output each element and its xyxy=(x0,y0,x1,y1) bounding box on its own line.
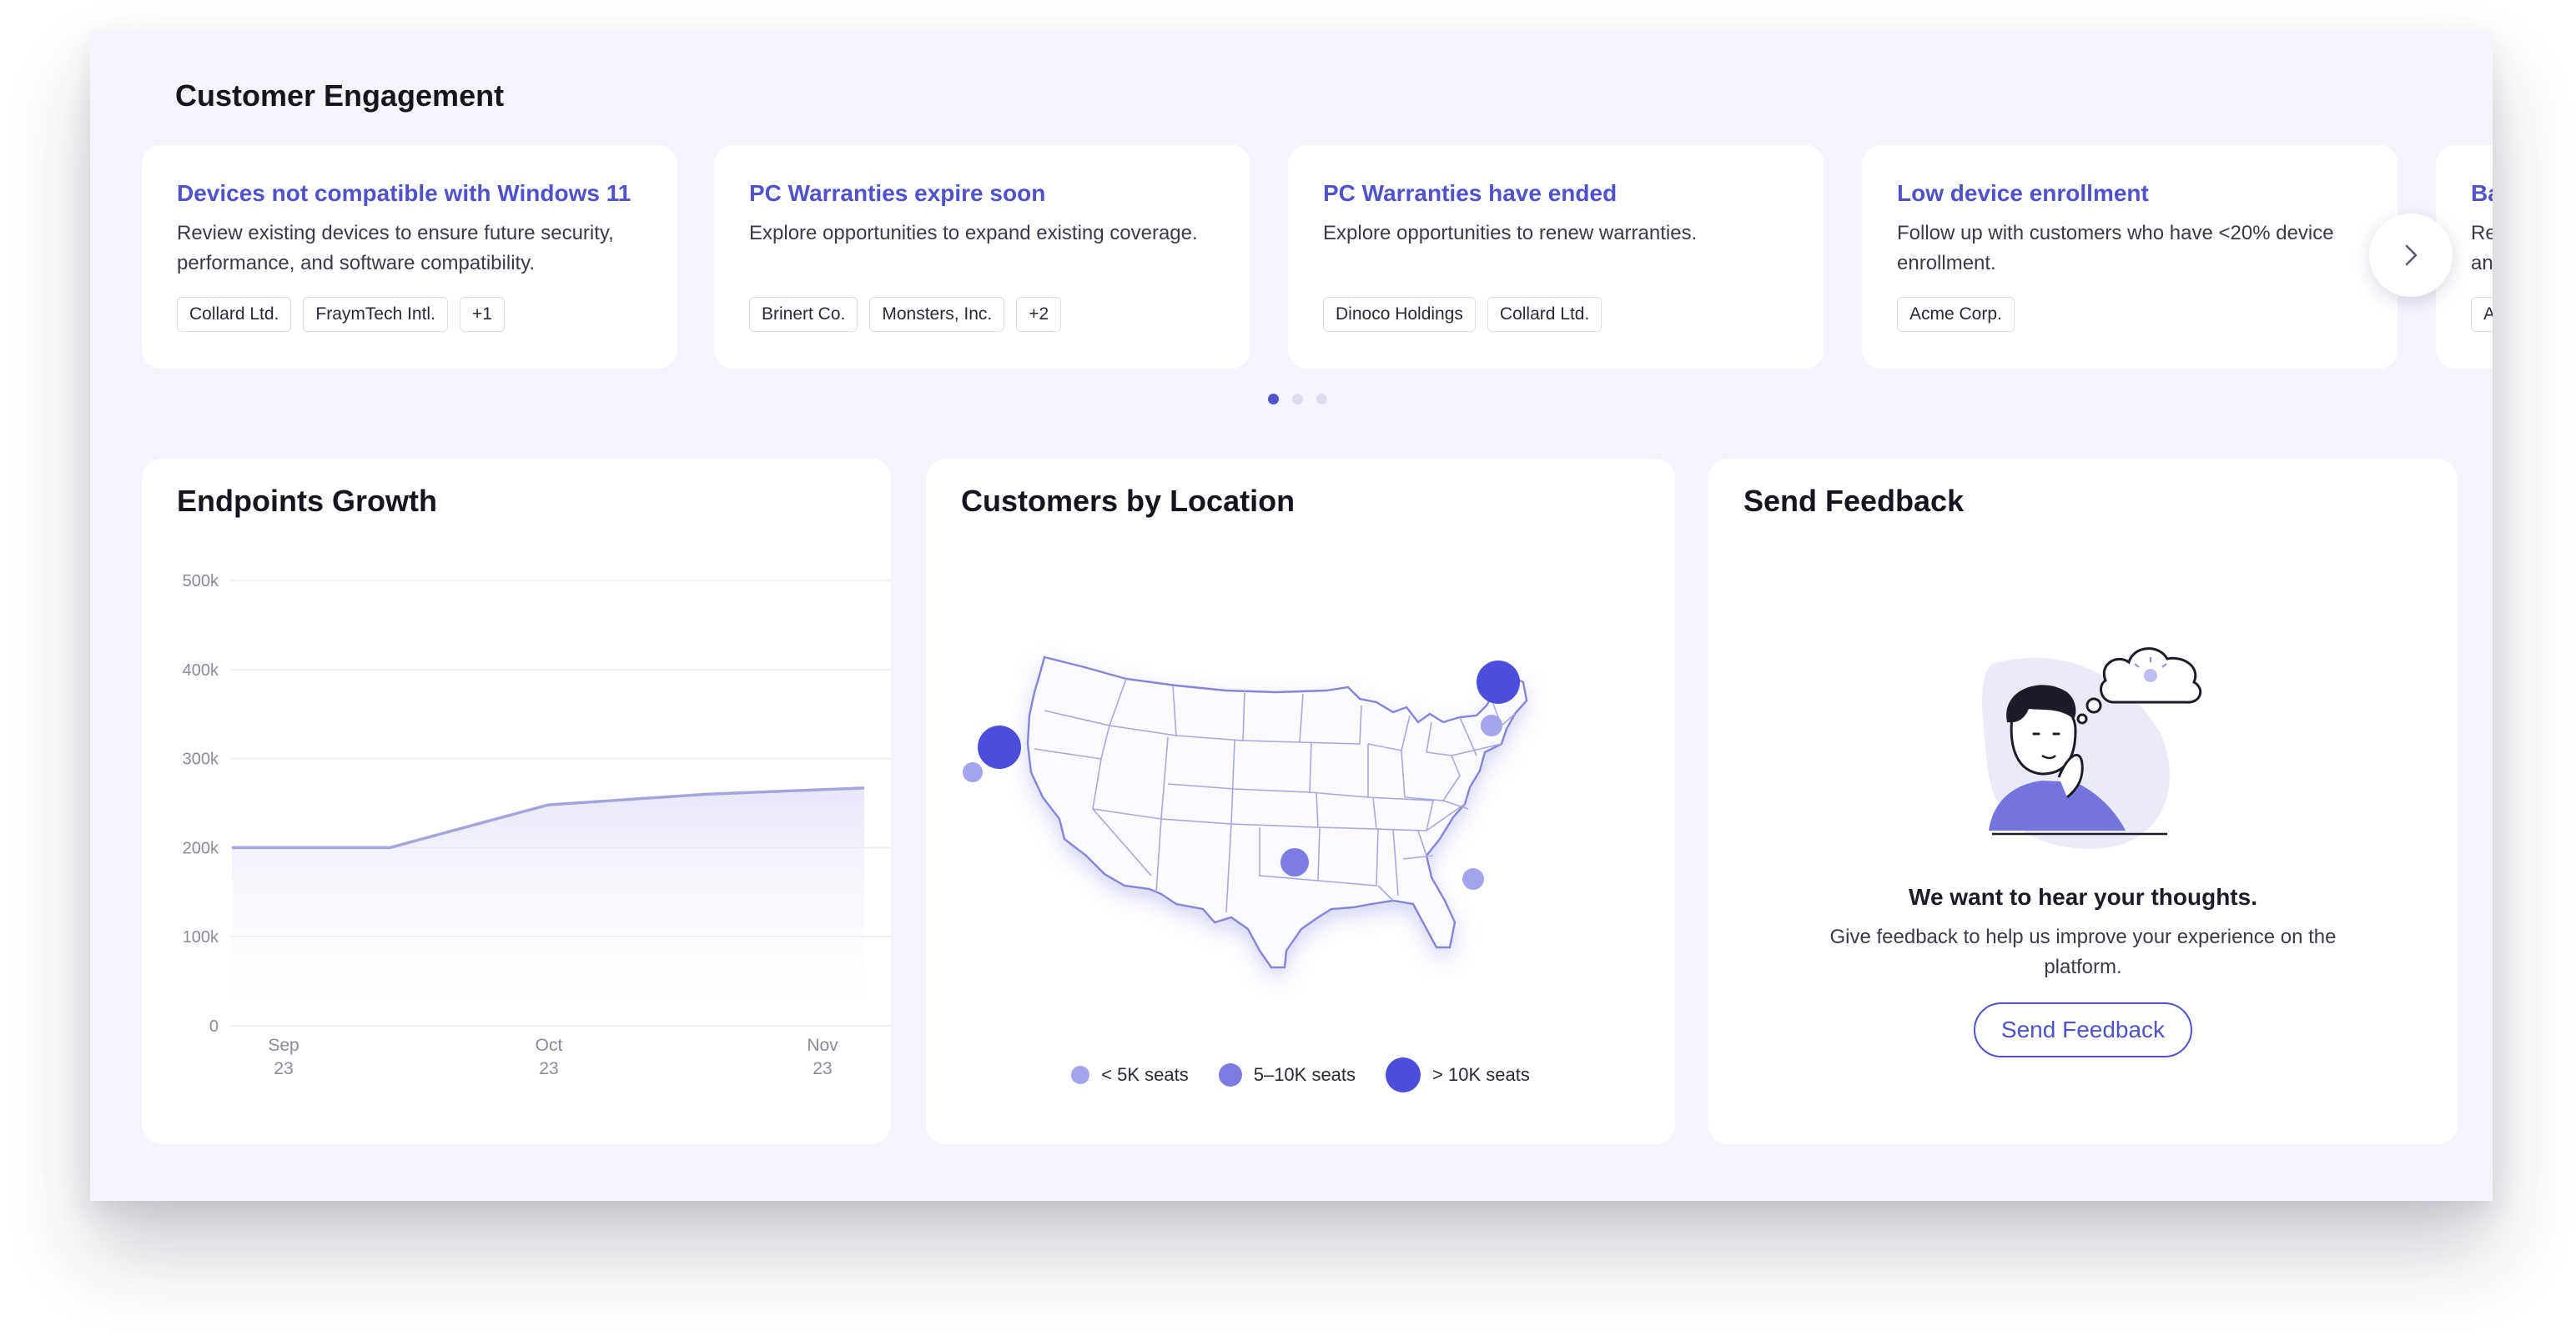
state-borders xyxy=(1034,678,1516,913)
panel-title: Endpoints Growth xyxy=(177,484,437,518)
engagement-card-title[interactable]: Low device enrollment xyxy=(1897,180,2149,206)
engagement-card-description: Rev and xyxy=(2471,222,2493,274)
engagement-card-title[interactable]: Ba xyxy=(2471,180,2493,206)
x-tick-label: Oct xyxy=(536,1036,563,1055)
customer-tag[interactable]: Ac xyxy=(2471,297,2493,332)
customer-tag[interactable]: Collard Ltd. xyxy=(1487,297,1602,332)
legend-item: < 5K seats xyxy=(1071,1064,1189,1086)
engagement-card-description: Explore opportunities to expand existing… xyxy=(749,222,1198,244)
customers-by-location-panel: Customers by Location xyxy=(926,459,1675,1144)
dashboard-frame: Customer Engagement Devices not compatib… xyxy=(90,32,2493,1201)
thinking-person-illustration xyxy=(1981,647,2202,849)
engagement-card-partial[interactable]: Ba Rev and Ac xyxy=(2436,145,2493,369)
x-tick-label: Nov xyxy=(807,1036,838,1055)
y-tick-label: 200k xyxy=(183,839,219,857)
bubble-gt-10k[interactable] xyxy=(1477,660,1520,704)
send-feedback-button[interactable]: Send Feedback xyxy=(1974,1002,2192,1057)
more-customers-tag[interactable]: +2 xyxy=(1016,297,1062,332)
customer-tag[interactable]: Dinoco Holdings xyxy=(1323,297,1476,332)
legend-label: 5–10K seats xyxy=(1253,1064,1356,1085)
legend-label: < 5K seats xyxy=(1101,1064,1189,1085)
series-area xyxy=(232,787,864,1026)
x-tick-label: Sep xyxy=(268,1036,299,1055)
legend-dot-medium xyxy=(1218,1063,1242,1087)
feedback-heading: We want to hear your thoughts. xyxy=(1909,884,2257,910)
engagement-card-description: Follow up with customers who have <20% d… xyxy=(1897,222,2334,274)
bubble-lt-5k[interactable] xyxy=(963,762,983,782)
legend-label: > 10K seats xyxy=(1432,1064,1530,1085)
feedback-body: Give feedback to help us improve your ex… xyxy=(1829,926,2337,978)
x-tick-label: 23 xyxy=(813,1059,832,1078)
customer-tag[interactable]: Acme Corp. xyxy=(1897,297,2015,332)
engagement-carousel: Devices not compatible with Windows 11 R… xyxy=(142,145,2493,369)
x-tick-label: 23 xyxy=(274,1059,293,1078)
y-tick-label: 0 xyxy=(209,1017,219,1036)
legend-dot-small xyxy=(1071,1066,1090,1084)
endpoints-growth-chart: 500k 400k 300k 200k 100k 0 Sep 23 Oct 23 Nov 23 xyxy=(183,572,891,1078)
engagement-card-title[interactable]: PC Warranties have ended xyxy=(1323,180,1618,206)
customer-tag[interactable]: Collard Ltd. xyxy=(177,297,292,332)
bubble-lt-5k[interactable] xyxy=(1481,715,1502,736)
map-legend: < 5K seats 5–10K seats > 10K seats xyxy=(926,1057,1675,1092)
engagement-card-description: Explore opportunities to renew warrantie… xyxy=(1323,222,1698,244)
section-title-customer-engagement: Customer Engagement xyxy=(175,78,505,113)
customer-tag[interactable]: FraymTech Intl. xyxy=(303,297,448,332)
us-map-outline xyxy=(1026,655,1528,969)
panel-title: Send Feedback xyxy=(1743,484,1965,518)
engagement-card-title[interactable]: Devices not compatible with Windows 11 xyxy=(177,180,631,206)
legend-dot-large xyxy=(1386,1057,1421,1092)
customer-tag[interactable]: Monsters, Inc. xyxy=(869,297,1005,332)
engagement-card-title[interactable]: PC Warranties expire soon xyxy=(749,180,1046,206)
y-tick-label: 300k xyxy=(183,751,219,769)
panel-title: Customers by Location xyxy=(961,484,1296,518)
y-tick-label: 400k xyxy=(183,661,219,680)
pagination-dot[interactable] xyxy=(1292,394,1303,404)
legend-item: > 10K seats xyxy=(1386,1057,1530,1092)
engagement-card[interactable]: PC Warranties expire soon Explore opport… xyxy=(714,145,1250,369)
bubble-5-10k[interactable] xyxy=(1280,848,1309,876)
x-tick-label: 23 xyxy=(539,1059,558,1078)
send-feedback-panel: Send Feedback We want to hear your thoug… xyxy=(1708,459,2458,1144)
bubble-lt-5k[interactable] xyxy=(1462,868,1484,890)
pagination-dot[interactable] xyxy=(1316,394,1327,404)
carousel-next-button[interactable] xyxy=(2369,213,2453,297)
legend-item: 5–10K seats xyxy=(1218,1063,1356,1087)
endpoints-growth-panel: Endpoints Growth 500k 400k 300k 200k 100k 0 Se… xyxy=(142,459,891,1144)
engagement-card[interactable]: PC Warranties have ended Explore opportu… xyxy=(1288,145,1824,369)
chevron-right-icon xyxy=(2405,244,2418,266)
engagement-card-description: Review existing devices to ensure future… xyxy=(177,222,614,274)
y-tick-label: 500k xyxy=(183,572,219,590)
engagement-card[interactable]: Low device enrollment Follow up with cus… xyxy=(1862,145,2397,369)
y-tick-label: 100k xyxy=(183,928,219,947)
bubble-gt-10k[interactable] xyxy=(978,726,1021,769)
carousel-pagination xyxy=(1268,394,1327,404)
us-map xyxy=(963,655,1528,969)
engagement-card[interactable]: Devices not compatible with Windows 11 R… xyxy=(142,145,677,369)
customer-tag[interactable]: Brinert Co. xyxy=(749,297,858,332)
series-line[interactable] xyxy=(232,786,865,850)
more-customers-tag[interactable]: +1 xyxy=(459,297,505,332)
pagination-dot[interactable] xyxy=(1268,394,1279,404)
